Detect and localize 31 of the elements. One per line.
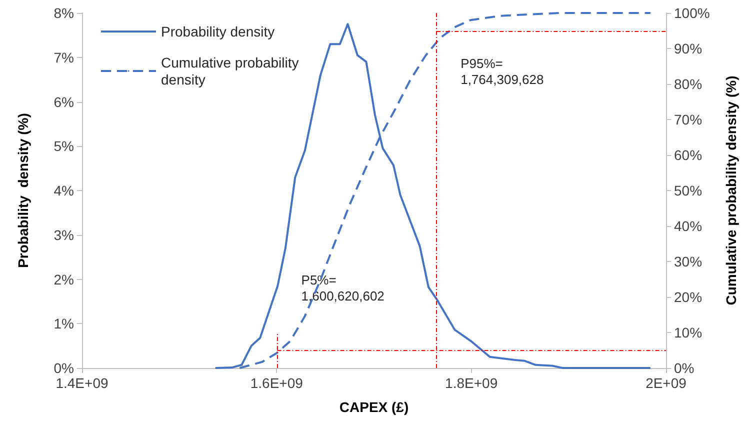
y-tick-label: 4% (54, 182, 74, 198)
x-tick-label: 1.4E+09 (56, 375, 108, 391)
ref-line-label: P95%= 1,764,309,628 (460, 56, 544, 88)
y2-tick-label: 100% (674, 5, 710, 21)
legend-label: Probability density (161, 24, 275, 40)
y2-tick-label: 30% (674, 254, 702, 270)
legend-label: Cumulative probability density (161, 54, 303, 88)
y2-tick-label: 60% (674, 147, 702, 163)
y-tick-label: 7% (54, 49, 74, 66)
x-tick-label: 1.6E+09 (250, 375, 304, 391)
y2-tick-label: 0% (674, 360, 694, 376)
y-tick-label: 0% (54, 360, 74, 376)
y-tick-label: 2% (54, 271, 74, 288)
y2-tick-label: 90% (674, 40, 702, 56)
y2-tick-label: 10% (674, 324, 702, 340)
ref-line-label: P5%= 1,600,620,602 (301, 272, 384, 304)
y2-tick-label: 80% (674, 76, 702, 92)
y-tick-label: 8% (54, 5, 74, 21)
y-tick-label: 5% (54, 138, 74, 154)
y-tick-label: 3% (54, 226, 74, 243)
x-tick-label: 1.8E+09 (445, 375, 498, 391)
y2-axis-title: Cumulative probability density (%) (723, 76, 739, 306)
y-axis-title: Probability density (%) (15, 113, 31, 268)
x-axis-title: CAPEX (£) (339, 399, 409, 415)
y-tick-label: 1% (54, 316, 74, 332)
y2-tick-label: 40% (674, 218, 702, 234)
y-tick-label: 6% (54, 94, 74, 110)
y2-tick-label: 20% (674, 289, 702, 305)
x-tick-label: 2E+09 (646, 375, 687, 391)
y2-tick-label: 70% (674, 112, 702, 128)
y2-tick-label: 50% (674, 182, 702, 198)
